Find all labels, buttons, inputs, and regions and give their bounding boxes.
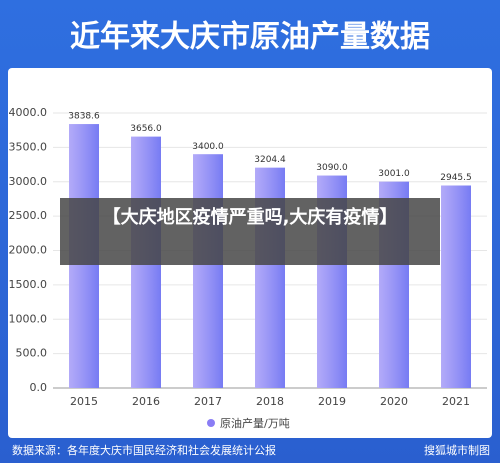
x-tick-label: 2018 (256, 395, 284, 408)
y-tick-label: 2500.0 (9, 209, 48, 222)
x-tick-label: 2019 (318, 395, 346, 408)
value-label: 2945.5 (440, 173, 472, 183)
x-tick-label: 2017 (194, 395, 222, 408)
x-tick-label: 2020 (380, 395, 408, 408)
bar-shade (441, 185, 471, 388)
y-tick-label: 2000.0 (9, 244, 48, 257)
y-tick-label: 1000.0 (9, 312, 48, 325)
x-tick-label: 2016 (132, 395, 160, 408)
value-label: 3090.0 (316, 163, 348, 173)
value-label: 3001.0 (378, 169, 410, 179)
legend-label: 原油产量/万吨 (220, 416, 290, 430)
y-tick-label: 500.0 (16, 347, 48, 360)
banner: 【大庆地区疫情严重吗,大庆有疫情】 (60, 198, 440, 265)
source: 数据来源：各年度大庆市国民经济和社会发展统计公报 (12, 443, 276, 457)
value-label: 3204.4 (254, 155, 286, 165)
y-tick-label: 1500.0 (9, 278, 48, 291)
y-tick-label: 0.0 (30, 381, 48, 394)
y-tick-label: 3000.0 (9, 175, 48, 188)
x-tick-label: 2021 (442, 395, 470, 408)
value-label: 3400.0 (192, 142, 224, 152)
chart-title: 近年来大庆市原油产量数据 (70, 20, 430, 55)
credit: 搜狐城市制图 (424, 443, 490, 457)
y-tick-label: 4000.0 (9, 106, 48, 119)
legend-marker (207, 419, 215, 427)
x-tick-label: 2015 (70, 395, 98, 408)
bar-shade (193, 154, 223, 388)
y-tick-label: 3500.0 (9, 140, 48, 153)
value-label: 3656.0 (130, 124, 162, 134)
value-label: 3838.6 (68, 112, 100, 122)
